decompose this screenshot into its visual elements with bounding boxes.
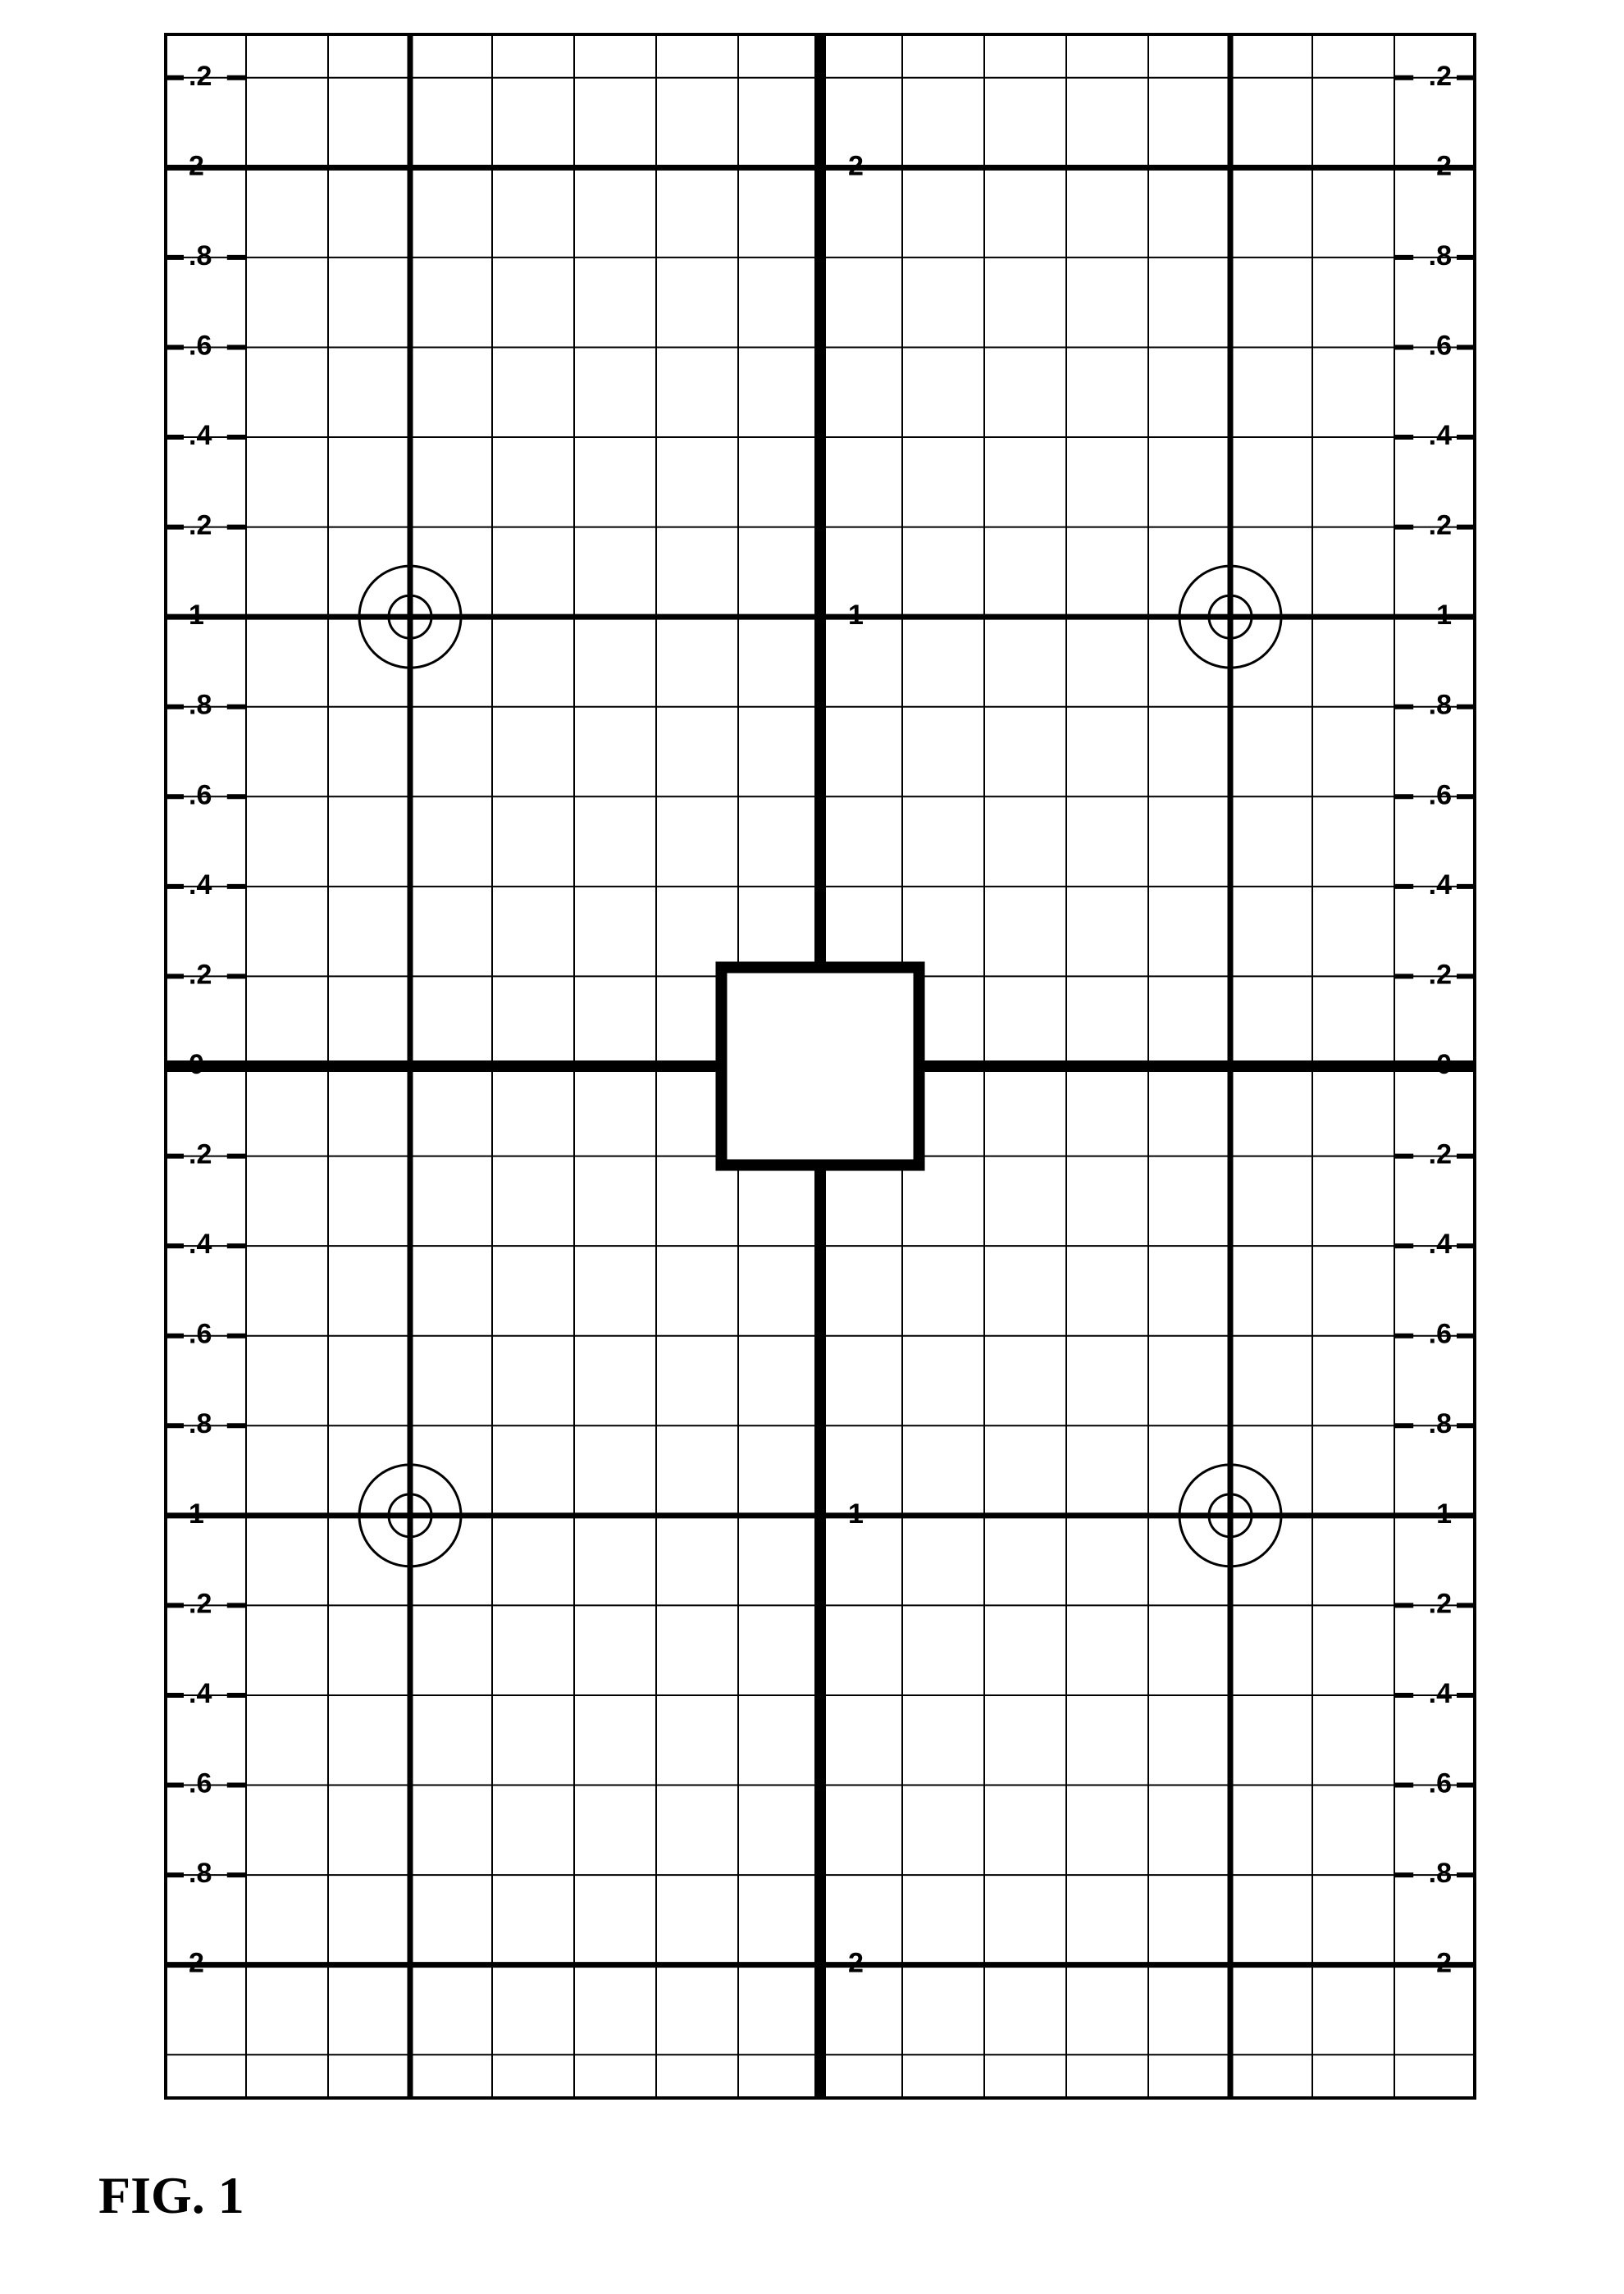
svg-text:.6: .6	[1429, 330, 1452, 361]
svg-text:.2: .2	[1429, 1588, 1452, 1619]
svg-text:.2: .2	[189, 1139, 212, 1170]
svg-text:.2: .2	[189, 959, 212, 990]
svg-text:0: 0	[1436, 1049, 1452, 1080]
svg-text:1: 1	[189, 600, 204, 631]
svg-text:2: 2	[189, 150, 204, 181]
svg-text:.6: .6	[189, 1768, 212, 1799]
svg-text:.4: .4	[1429, 1678, 1452, 1709]
svg-text:.6: .6	[189, 1319, 212, 1350]
svg-text:.6: .6	[1429, 779, 1452, 810]
svg-text:1: 1	[848, 1498, 864, 1530]
svg-text:.8: .8	[1429, 1408, 1452, 1439]
svg-text:.8: .8	[189, 240, 212, 271]
svg-text:2: 2	[848, 150, 864, 181]
svg-text:2: 2	[1436, 1948, 1452, 1979]
svg-text:.6: .6	[189, 779, 212, 810]
svg-text:.2: .2	[189, 1588, 212, 1619]
grid-svg: .2 .2 2 2 .8 .8 .6 .6 .4 .4 .2 .2 1 1 .8 .8 .6 .6 .4 .4 .2 .2…	[164, 33, 1476, 2100]
svg-text:1: 1	[848, 600, 864, 631]
svg-text:2: 2	[848, 1948, 864, 1979]
center-square	[721, 967, 919, 1165]
svg-text:.2: .2	[189, 61, 212, 92]
svg-text:.2: .2	[1429, 510, 1452, 541]
svg-text:1: 1	[189, 1498, 204, 1530]
svg-text:.4: .4	[1429, 1229, 1452, 1260]
svg-text:.8: .8	[189, 1408, 212, 1439]
svg-text:.2: .2	[1429, 61, 1452, 92]
svg-text:.2: .2	[1429, 959, 1452, 990]
svg-text:.4: .4	[189, 869, 212, 901]
svg-text:2: 2	[189, 1948, 204, 1979]
target-grid-diagram: .2 .2 2 2 .8 .8 .6 .6 .4 .4 .2 .2 1 1 .8 .8 .6 .6 .4 .4 .2 .2…	[164, 33, 1476, 2100]
svg-text:.6: .6	[189, 330, 212, 361]
svg-text:.4: .4	[189, 420, 212, 451]
svg-text:.2: .2	[1429, 1139, 1452, 1170]
svg-text:.8: .8	[189, 1858, 212, 1889]
svg-text:1: 1	[1436, 1498, 1452, 1530]
svg-text:.8: .8	[189, 690, 212, 721]
svg-text:0: 0	[189, 1049, 204, 1080]
svg-text:.2: .2	[189, 510, 212, 541]
svg-text:2: 2	[1436, 150, 1452, 181]
figure-caption: FIG. 1	[98, 2165, 244, 2226]
svg-text:.4: .4	[189, 1678, 212, 1709]
svg-text:.6: .6	[1429, 1319, 1452, 1350]
svg-text:.4: .4	[189, 1229, 212, 1260]
svg-text:.4: .4	[1429, 869, 1452, 901]
svg-text:.8: .8	[1429, 1858, 1452, 1889]
svg-text:1: 1	[1436, 600, 1452, 631]
svg-text:.4: .4	[1429, 420, 1452, 451]
svg-text:.8: .8	[1429, 690, 1452, 721]
svg-text:.6: .6	[1429, 1768, 1452, 1799]
svg-text:.8: .8	[1429, 240, 1452, 271]
